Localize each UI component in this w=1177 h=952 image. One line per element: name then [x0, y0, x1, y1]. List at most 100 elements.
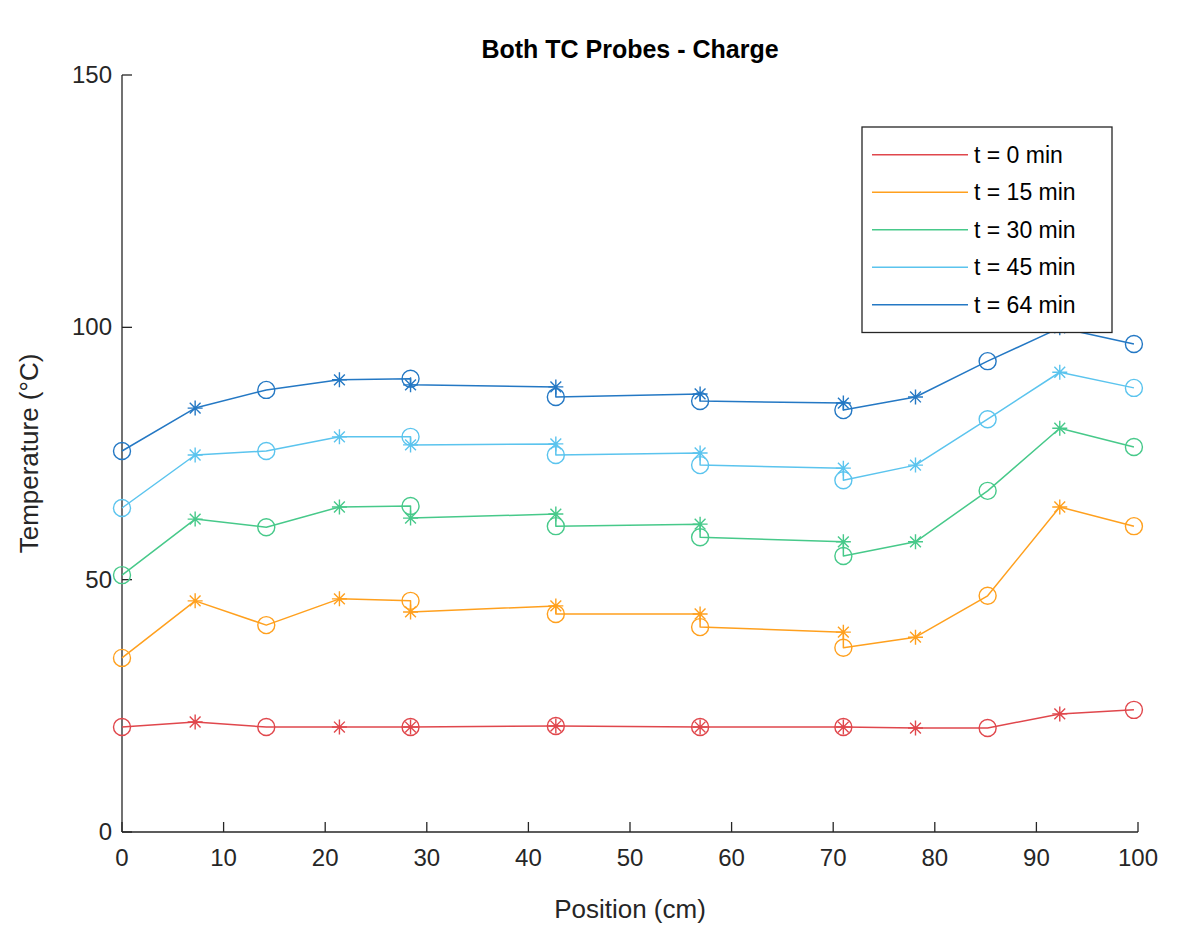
marker	[403, 604, 418, 619]
marker	[548, 719, 563, 734]
y-axis-label: Temperature (°C)	[14, 354, 44, 554]
y-tick	[122, 579, 132, 580]
marker	[835, 547, 852, 564]
y-tick-label: 50	[85, 566, 112, 593]
marker	[332, 720, 347, 735]
x-tick-label: 70	[820, 844, 847, 871]
y-tick	[122, 74, 132, 75]
marker	[835, 719, 852, 736]
marker	[979, 482, 996, 499]
marker	[1125, 438, 1142, 455]
marker	[1052, 706, 1067, 721]
x-tick	[1036, 822, 1037, 832]
marker	[332, 591, 347, 606]
marker	[258, 381, 275, 398]
marker	[692, 719, 709, 736]
x-tick-label: 40	[515, 844, 542, 871]
x-tick-label: 50	[617, 844, 644, 871]
legend-label: t = 15 min	[974, 179, 1076, 205]
y-tick-label: 150	[72, 61, 112, 88]
marker	[1052, 421, 1067, 436]
marker	[979, 353, 996, 370]
legend-label: t = 45 min	[974, 254, 1076, 280]
x-tick	[121, 822, 122, 832]
marker	[332, 429, 347, 444]
x-tick-label: 10	[210, 844, 237, 871]
marker	[692, 457, 709, 474]
x-tick-label: 30	[413, 844, 440, 871]
x-tick-label: 80	[921, 844, 948, 871]
marker	[332, 372, 347, 387]
marker	[908, 534, 923, 549]
marker	[692, 619, 709, 636]
marker	[258, 519, 275, 536]
x-tick	[223, 822, 224, 832]
marker	[908, 630, 923, 645]
y-tick	[122, 831, 132, 832]
marker	[403, 720, 418, 735]
background	[0, 0, 1177, 952]
x-tick	[1137, 822, 1138, 832]
x-tick	[731, 822, 732, 832]
marker	[332, 499, 347, 514]
series-line	[122, 372, 1134, 508]
marker	[403, 511, 418, 526]
marker	[114, 649, 131, 666]
legend-box	[862, 127, 1112, 333]
x-tick-label: 20	[312, 844, 339, 871]
marker	[258, 442, 275, 459]
marker	[836, 625, 851, 640]
legend-swatch	[872, 229, 968, 231]
marker	[114, 567, 131, 584]
y-tick	[122, 327, 132, 328]
marker	[547, 718, 564, 735]
y-tick-label: 100	[72, 313, 112, 340]
series-line	[122, 328, 1134, 451]
legend-swatch	[872, 192, 968, 194]
marker	[979, 411, 996, 428]
marker	[1125, 701, 1142, 718]
marker	[547, 605, 564, 622]
marker	[547, 518, 564, 535]
marker	[188, 593, 203, 608]
x-axis-label: Position (cm)	[554, 894, 706, 924]
title: Both TC Probes - Charge	[481, 35, 778, 63]
x-tick	[629, 822, 630, 832]
marker	[114, 442, 131, 459]
x-tick	[934, 822, 935, 832]
x-tick	[426, 822, 427, 832]
marker	[547, 447, 564, 464]
series-line	[122, 507, 1134, 658]
legend: t = 0 mint = 15 mint = 30 mint = 45 mint…	[862, 127, 1112, 333]
marker	[835, 472, 852, 489]
marker	[114, 500, 131, 517]
marker	[692, 529, 709, 546]
marker	[402, 719, 419, 736]
marker	[908, 721, 923, 736]
x-tick	[325, 822, 326, 832]
legend-swatch	[872, 304, 968, 306]
marker	[908, 389, 923, 404]
marker	[1052, 365, 1067, 380]
marker	[258, 617, 275, 634]
x-tick	[528, 822, 529, 832]
marker	[835, 639, 852, 656]
series-line	[122, 710, 1134, 728]
x-tick-label: 0	[115, 844, 128, 871]
legend-label: t = 30 min	[974, 217, 1076, 243]
marker	[1125, 379, 1142, 396]
marker	[114, 719, 131, 736]
marker	[979, 587, 996, 604]
plot-area	[114, 320, 1143, 736]
y-tick-label: 0	[99, 818, 112, 845]
x-tick-label: 90	[1023, 844, 1050, 871]
marker	[979, 720, 996, 737]
legend-swatch	[872, 154, 968, 156]
marker	[403, 377, 418, 392]
marker	[1052, 499, 1067, 514]
series-line	[122, 428, 1134, 575]
legend-swatch	[872, 267, 968, 269]
x-tick	[833, 822, 834, 832]
marker	[548, 379, 563, 394]
marker	[188, 401, 203, 416]
